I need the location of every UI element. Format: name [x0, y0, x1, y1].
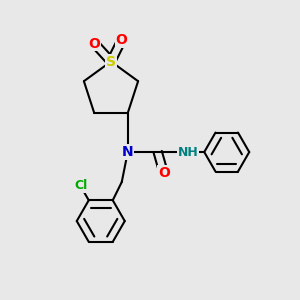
Text: O: O: [88, 37, 101, 50]
Text: O: O: [116, 34, 128, 47]
Text: O: O: [158, 166, 170, 180]
Text: Cl: Cl: [74, 179, 87, 193]
Text: N: N: [122, 145, 134, 159]
Text: S: S: [106, 55, 116, 68]
Text: NH: NH: [177, 146, 198, 159]
